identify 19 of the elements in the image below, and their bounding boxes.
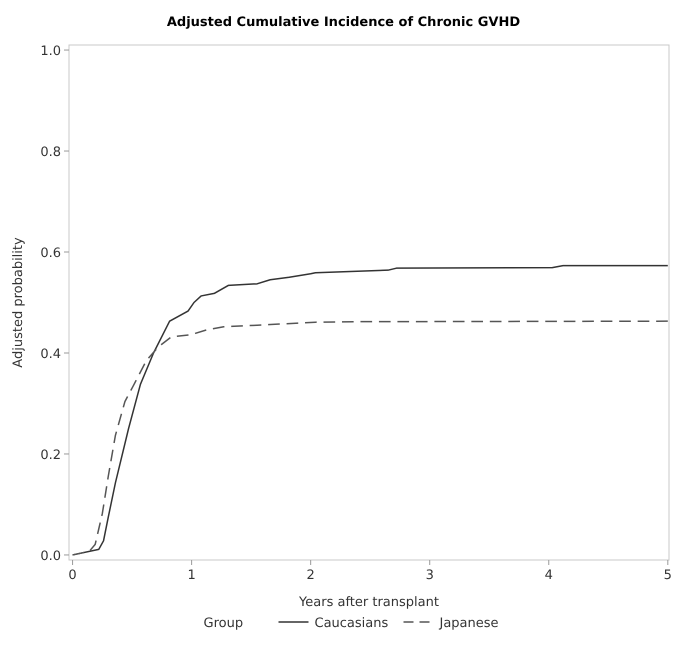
x-tick-label: 4 [544, 568, 553, 583]
x-tick-label: 1 [187, 568, 196, 583]
legend-label: Caucasians [314, 616, 388, 631]
x-tick-label: 5 [664, 568, 672, 583]
x-axis-title: Years after transplant [298, 595, 439, 610]
y-tick-label: 0.4 [40, 346, 61, 362]
x-tick-label: 2 [306, 568, 315, 583]
line-series [72, 320, 669, 556]
y-tick-label: 0.2 [40, 448, 61, 463]
x-tick-label: 0 [68, 568, 77, 583]
x-tick-label: 3 [426, 568, 434, 583]
y-tick-label: 0.0 [40, 548, 61, 564]
y-tick-label: 1.0 [40, 44, 61, 60]
y-axis-title: Adjusted probability [11, 237, 26, 368]
y-tick-label: 0.6 [40, 246, 61, 262]
legend-title: Group [204, 616, 244, 631]
chart-title: Adjusted Cumulative Incidence of Chronic GVHD [166, 15, 520, 30]
legend-label: Japanese [438, 616, 499, 631]
y-tick-label: 0.8 [40, 145, 61, 160]
